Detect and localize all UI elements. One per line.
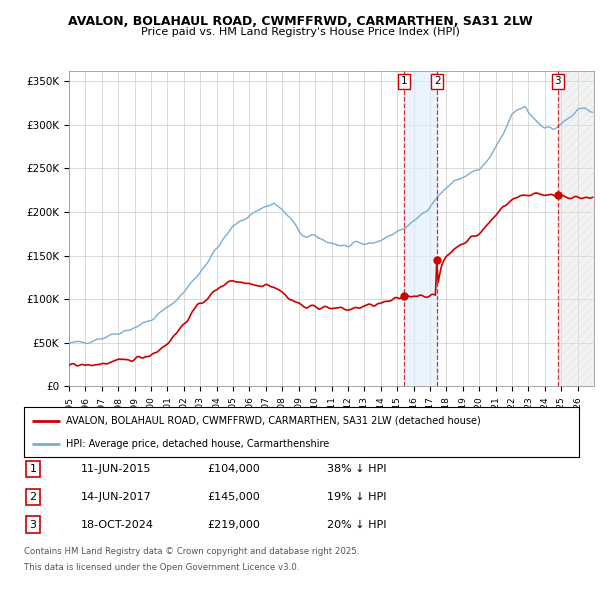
Text: Price paid vs. HM Land Registry's House Price Index (HPI): Price paid vs. HM Land Registry's House … bbox=[140, 27, 460, 37]
Text: 38% ↓ HPI: 38% ↓ HPI bbox=[327, 464, 386, 474]
Text: £219,000: £219,000 bbox=[207, 520, 260, 529]
Text: £145,000: £145,000 bbox=[207, 492, 260, 502]
Text: 3: 3 bbox=[29, 520, 37, 529]
Text: This data is licensed under the Open Government Licence v3.0.: This data is licensed under the Open Gov… bbox=[24, 563, 299, 572]
Text: 18-OCT-2024: 18-OCT-2024 bbox=[81, 520, 154, 529]
Text: 11-JUN-2015: 11-JUN-2015 bbox=[81, 464, 151, 474]
Text: 3: 3 bbox=[554, 76, 561, 86]
Text: 1: 1 bbox=[29, 464, 37, 474]
Text: 14-JUN-2017: 14-JUN-2017 bbox=[81, 492, 152, 502]
Text: 1: 1 bbox=[401, 76, 407, 86]
Text: AVALON, BOLAHAUL ROAD, CWMFFRWD, CARMARTHEN, SA31 2LW (detached house): AVALON, BOLAHAUL ROAD, CWMFFRWD, CARMART… bbox=[65, 415, 481, 425]
Text: 19% ↓ HPI: 19% ↓ HPI bbox=[327, 492, 386, 502]
Text: Contains HM Land Registry data © Crown copyright and database right 2025.: Contains HM Land Registry data © Crown c… bbox=[24, 547, 359, 556]
Bar bbox=[404, 71, 437, 386]
Bar bbox=[558, 71, 594, 386]
Text: HPI: Average price, detached house, Carmarthenshire: HPI: Average price, detached house, Carm… bbox=[65, 439, 329, 449]
Text: 2: 2 bbox=[29, 492, 37, 502]
Text: 2: 2 bbox=[434, 76, 440, 86]
Text: AVALON, BOLAHAUL ROAD, CWMFFRWD, CARMARTHEN, SA31 2LW: AVALON, BOLAHAUL ROAD, CWMFFRWD, CARMART… bbox=[68, 15, 532, 28]
Text: £104,000: £104,000 bbox=[207, 464, 260, 474]
Text: 20% ↓ HPI: 20% ↓ HPI bbox=[327, 520, 386, 529]
